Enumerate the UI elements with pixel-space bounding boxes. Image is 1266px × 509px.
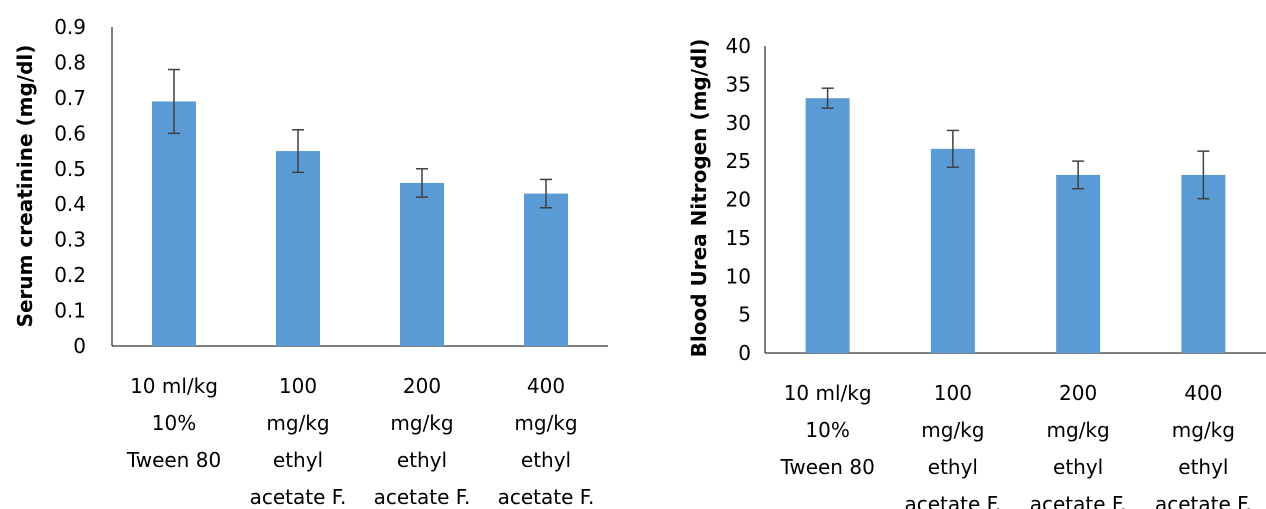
category-label-line: Tween 80 [779,455,874,479]
category-label-line: Tween 80 [126,448,221,472]
y-tick-label: 0.8 [54,50,86,74]
error-bar [168,68,180,135]
category-label-line: mg/kg [514,411,577,435]
category-label: 400 mg/kg ethyl acetate F. [1155,381,1252,509]
category-label-line: acetate F. [374,485,471,509]
category-label-line: mg/kg [1172,418,1235,442]
category-label-line: ethyl [1178,455,1228,479]
y-tick-label: 0.6 [54,121,86,145]
category-label-line: ethyl [521,448,571,472]
category-label: 10 ml/kg 10% Tween 80 [126,374,221,472]
blood-urea-nitrogen-chart: 0 5 10 15 20 25 30 35 40 Blood Urea Nitrogen (mg/… [687,34,1266,509]
bar [276,151,320,346]
category-label-line: acetate F. [250,485,347,509]
y-tick-label: 30 [726,111,751,135]
bar [1056,174,1101,353]
y-tick-label: 0 [73,334,86,358]
category-label-line: ethyl [397,448,447,472]
error-bar [1072,160,1085,190]
category-label-line: mg/kg [921,418,984,442]
y-tick-label: 25 [726,149,751,173]
category-label-line: acetate F. [1155,492,1252,509]
category-label: 200 mg/kg ethyl acetate F. [1030,381,1127,509]
category-label-line: 10% [805,418,849,442]
serum-creatinine-chart: 0 0.1 0.2 0.3 0.4 0.5 0.6 0.7 0.8 0.9 Serum creati… [13,15,608,509]
y-tick-label: 0.7 [54,86,86,110]
y-tick-label: 0.5 [54,157,86,181]
error-bar [821,87,834,109]
y-tick-label: 5 [738,303,751,327]
category-label-line: 400 [527,374,565,398]
category-label-line: ethyl [1053,455,1103,479]
category-label-line: mg/kg [1047,418,1110,442]
y-tick-label: 35 [726,72,751,96]
category-label-line: ethyl [273,448,323,472]
bar [524,193,568,346]
y-axis-label: Blood Urea Nitrogen (mg/dl) [687,39,711,358]
category-label-line: 400 [1184,381,1222,405]
y-tick-label: 10 [726,264,751,288]
bar [400,182,444,346]
category-label-line: acetate F. [1030,492,1127,509]
y-tick-label: 15 [726,226,751,250]
category-label-line: 10% [152,411,196,435]
error-bar [540,178,552,209]
category-label-line: 200 [403,374,441,398]
error-bar [416,168,428,198]
category-label: 400 mg/kg ethyl acetate F. [498,374,595,509]
category-label-line: 100 [934,381,972,405]
category-label-line: acetate F. [904,492,1001,509]
category-label-line: ethyl [928,455,978,479]
error-bar [292,129,304,174]
y-tick-label: 40 [726,34,751,58]
y-tick-label: 20 [726,188,751,212]
bar [805,98,850,353]
category-label-line: acetate F. [498,485,595,509]
y-tick-label: 0.2 [54,263,86,287]
category-label: 200 mg/kg ethyl acetate F. [374,374,471,509]
y-tick-label: 0.4 [54,192,86,216]
category-label: 10 ml/kg 10% Tween 80 [779,381,874,479]
y-tick-label: 0 [738,341,751,365]
category-label-line: mg/kg [266,411,329,435]
y-tick-label: 0.9 [54,15,86,39]
bar [930,148,975,353]
category-label-line: 100 [279,374,317,398]
y-tick-label: 0.1 [54,299,86,323]
bar [1181,174,1226,353]
error-bar [946,129,959,169]
category-label-line: mg/kg [390,411,453,435]
category-label: 100 mg/kg ethyl acetate F. [904,381,1001,509]
error-bar [1197,150,1210,200]
bar [152,101,196,346]
category-label: 100 mg/kg ethyl acetate F. [250,374,347,509]
y-tick-label: 0.3 [54,228,86,252]
category-label-line: 10 ml/kg [130,374,218,398]
y-axis-label: Serum creatinine (mg/dl) [13,45,37,328]
category-label-line: 10 ml/kg [784,381,872,405]
category-label-line: 200 [1059,381,1097,405]
